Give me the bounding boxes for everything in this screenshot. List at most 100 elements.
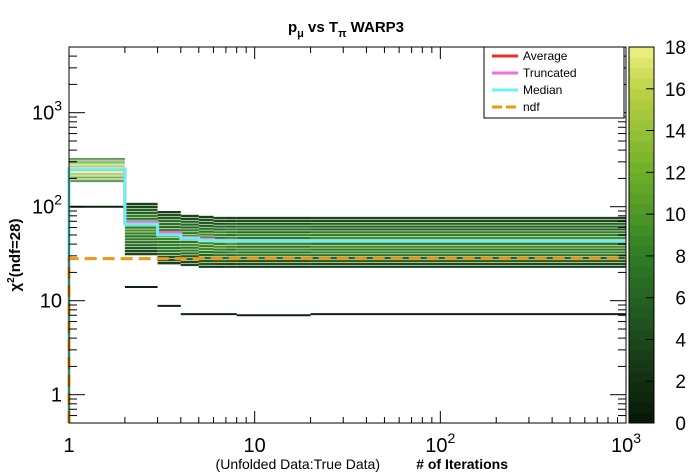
legend-label-ndf: ndf — [523, 100, 540, 114]
heatmap-cell — [198, 233, 214, 236]
colorbar-tick-label: 16 — [665, 80, 686, 101]
heatmap-cell — [310, 262, 626, 266]
heatmap-cell — [225, 265, 237, 268]
legend-box — [483, 46, 625, 119]
heatmap-cell — [69, 177, 125, 178]
colorbar-band — [629, 391, 654, 403]
colorbar-band — [629, 318, 654, 330]
heatmap-cell — [180, 229, 199, 232]
heatmap-cell — [213, 242, 226, 245]
heatmap-cell — [213, 254, 226, 257]
heatmap-cell — [225, 251, 237, 254]
heatmap-cell — [225, 231, 237, 234]
heatmap-cell — [236, 251, 311, 254]
heatmap-cell — [180, 220, 199, 223]
colorbar-tick-label: 12 — [665, 163, 686, 184]
heatmap-cell — [213, 231, 226, 234]
heatmap-cell — [310, 245, 626, 248]
colorbar-band — [629, 245, 654, 257]
colorbar-frame — [628, 46, 655, 424]
heatmap-cell — [198, 242, 214, 245]
heatmap-cell — [236, 216, 311, 220]
heatmap-cell — [180, 243, 199, 246]
x-axis-prefix: (Unfolded Data:True Data) — [216, 456, 380, 472]
heatmap-cell — [310, 222, 626, 225]
heatmap-cell — [310, 254, 626, 257]
heatmap-cell — [225, 242, 237, 245]
series-line-ndf — [67, 257, 626, 423]
heatmap-cell — [157, 261, 181, 265]
colorbar-band — [629, 276, 654, 288]
heatmap-cell — [310, 259, 626, 263]
colorbar-band — [629, 224, 654, 236]
heatmap-cell — [310, 242, 626, 245]
heatmap-cell — [310, 216, 626, 220]
heatmap-cell — [225, 216, 237, 220]
heatmap-cell — [198, 230, 214, 233]
heatmap-cell — [157, 225, 181, 229]
colorbar-band — [629, 381, 654, 393]
heatmap-cell — [124, 229, 158, 232]
colorbar-band — [629, 182, 654, 194]
heatmap-cell — [157, 222, 181, 226]
heatmap-cell — [180, 240, 199, 244]
y-tick-label: 103 — [32, 98, 62, 125]
legend-label-truncated: Truncated — [523, 66, 577, 80]
colorbar-band — [629, 329, 654, 340]
heatmap-cell — [124, 202, 158, 206]
heatmap-cell — [198, 215, 214, 219]
heatmap-cell — [124, 238, 158, 241]
heatmap-cell — [310, 225, 626, 228]
heatmap-cell — [310, 265, 626, 268]
heatmap-cell — [236, 262, 311, 266]
colorbar-tick-label: 0 — [675, 414, 686, 435]
heatmap-cell — [310, 228, 626, 231]
heatmap-cell — [180, 263, 199, 267]
heatmap-cell — [213, 262, 226, 266]
heatmap-cell — [198, 259, 214, 263]
heatmap-cell — [213, 225, 226, 228]
heatmap-cell — [124, 247, 158, 250]
heatmap-cell — [213, 245, 226, 248]
series-line-median — [67, 167, 626, 423]
colorbar-band — [629, 370, 654, 382]
heatmap-cell — [236, 219, 311, 222]
heatmap-cell — [69, 173, 125, 174]
heatmap-cell — [180, 249, 199, 252]
heatmap-cell — [236, 259, 311, 263]
heatmap-cell — [225, 262, 237, 266]
heatmap-cell — [198, 221, 214, 224]
heatmap-cell — [69, 181, 125, 183]
colorbar-band — [629, 99, 654, 111]
heatmap-cell — [310, 251, 626, 254]
heatmap-cell — [124, 217, 158, 220]
heatmap-cell — [69, 171, 125, 173]
heatmap-cell — [124, 214, 158, 217]
heatmap-cell — [157, 255, 181, 259]
colorbar-band — [629, 360, 654, 372]
heatmap-cell — [213, 236, 226, 240]
colorbar-band — [629, 214, 654, 226]
colorbar-band — [629, 78, 654, 90]
colorbar-band — [629, 161, 654, 173]
heatmap-cell — [69, 178, 125, 180]
colorbar-band — [629, 308, 654, 320]
colorbar-band — [629, 47, 654, 58]
heatmap-cell — [69, 164, 125, 166]
heatmap-cell — [310, 219, 626, 222]
colorbar-band — [629, 402, 654, 414]
heatmap-cell — [180, 214, 199, 218]
colorbar-band — [629, 203, 654, 215]
heatmap-cell — [236, 236, 311, 240]
heatmap-cell — [124, 208, 158, 212]
heatmap-cell — [157, 219, 181, 223]
y-tick-label: 10 — [40, 291, 62, 313]
x-axis-label: # of Iterations — [416, 456, 508, 472]
heatmap-cell — [157, 243, 181, 247]
colorbar-band — [629, 57, 654, 69]
heatmap-cell — [198, 253, 214, 257]
heatmap-cell — [225, 225, 237, 228]
heatmap-cell — [69, 162, 125, 163]
heatmap-cell — [198, 262, 214, 265]
